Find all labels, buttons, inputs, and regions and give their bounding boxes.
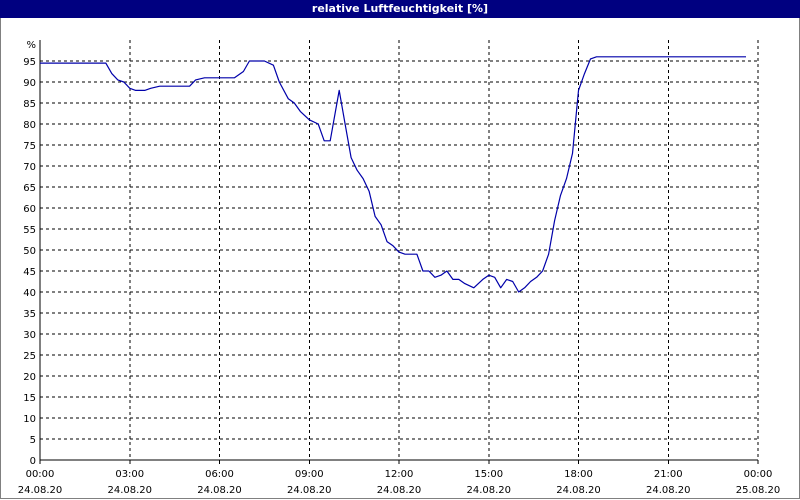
y-tick-label: 65 (23, 183, 36, 194)
y-tick-label: 90 (23, 78, 36, 89)
humidity-series-line (40, 56, 746, 293)
x-tick-date: 24.08.20 (18, 485, 63, 496)
x-tick-date: 24.08.20 (646, 485, 691, 496)
x-tick-time: 03:00 (115, 469, 144, 480)
x-tick-time: 09:00 (295, 469, 324, 480)
axes-layer (39, 40, 759, 464)
y-tick-label: 75 (23, 141, 36, 152)
y-tick-label: 25 (23, 351, 36, 362)
y-tick-label: 85 (23, 99, 36, 110)
y-tick-label: 10 (23, 414, 36, 425)
x-tick-date: 25.08.20 (736, 485, 781, 496)
x-tick-date: 24.08.20 (556, 485, 601, 496)
y-tick-label: 70 (23, 162, 36, 173)
y-tick-label: 60 (23, 204, 36, 215)
y-tick-label: 5 (30, 435, 36, 446)
x-tick-time: 06:00 (205, 469, 234, 480)
y-tick-label: 55 (23, 225, 36, 236)
y-tick-label: 50 (23, 246, 36, 257)
x-tick-date: 24.08.20 (377, 485, 422, 496)
x-tick-time: 21:00 (654, 469, 683, 480)
x-tick-date: 24.08.20 (287, 485, 332, 496)
y-tick-label: 40 (23, 288, 36, 299)
x-tick-date: 24.08.20 (466, 485, 511, 496)
y-tick-label: 45 (23, 267, 36, 278)
y-axis-label: % (26, 40, 36, 51)
x-tick-time: 00:00 (26, 469, 55, 480)
x-tick-date: 24.08.20 (107, 485, 152, 496)
y-tick-label: 30 (23, 330, 36, 341)
grid-layer (40, 40, 759, 460)
chart-title: relative Luftfeuchtigkeit [%] (311, 2, 489, 15)
labels-layer: 0 5 10 15 20 25 30 35 40 45 50 55 60 65 70 75 80 85 90 95% 0… (18, 40, 781, 496)
x-tick-time: 12:00 (385, 469, 414, 480)
x-tick-time: 15:00 (474, 469, 503, 480)
x-tick-time: 00:00 (744, 469, 773, 480)
x-tick-time: 18:00 (564, 469, 593, 480)
y-tick-label: 80 (23, 120, 36, 131)
x-tick-date: 24.08.20 (197, 485, 242, 496)
series-layer (40, 56, 746, 293)
y-tick-label: 15 (23, 393, 36, 404)
y-tick-label: 95 (23, 57, 36, 68)
y-tick-label: 0 (30, 456, 36, 467)
chart-title-bar: relative Luftfeuchtigkeit [%] (0, 0, 800, 18)
y-tick-label: 20 (23, 372, 36, 383)
y-tick-label: 35 (23, 309, 36, 320)
